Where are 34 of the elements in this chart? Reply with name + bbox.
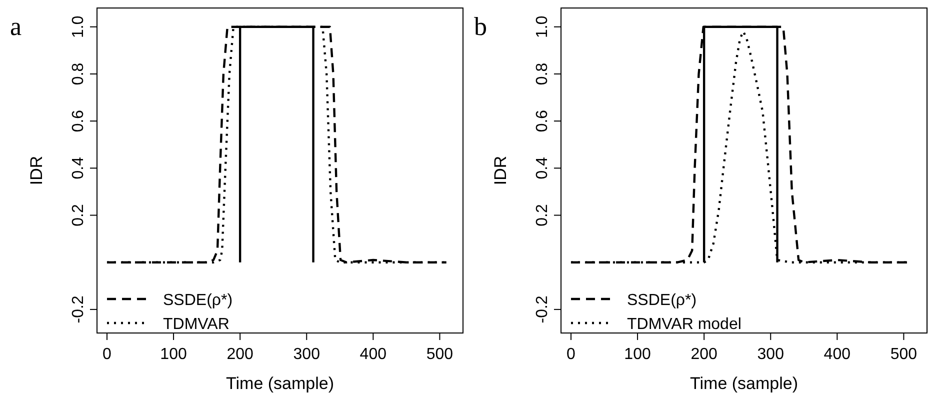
y-tick-label: 0.4 [70, 156, 87, 180]
legend-label: TDMVAR [163, 316, 230, 333]
x-axis-title: Time (sample) [226, 374, 334, 393]
y-tick-label: 0.8 [70, 62, 87, 86]
x-axis-title: Time (sample) [690, 374, 798, 393]
legend-label: SSDE(ρ*) [627, 292, 697, 309]
legend-label: SSDE(ρ*) [163, 292, 233, 309]
x-tick-label: 400 [824, 346, 851, 363]
y-axis-title: IDR [491, 156, 510, 186]
y-tick-label: 0.8 [534, 62, 551, 86]
y-tick-label: -0.2 [70, 296, 87, 324]
x-tick-label: 500 [426, 346, 454, 363]
x-tick-label: 0 [566, 346, 576, 363]
legend-label: TDMVAR model [627, 316, 742, 333]
x-tick-label: 500 [890, 346, 918, 363]
x-tick-label: 200 [690, 346, 718, 363]
chart-title: b [474, 12, 487, 41]
y-axis-title: IDR [27, 156, 46, 186]
x-tick-label: 100 [624, 346, 651, 363]
x-tick-label: 100 [160, 346, 187, 363]
y-tick-label: 0.6 [70, 110, 87, 132]
y-tick-label: 0.2 [534, 204, 551, 226]
y-tick-label: 0.6 [534, 110, 551, 132]
y-tick-label: 1.0 [70, 16, 87, 38]
x-tick-label: 400 [360, 346, 387, 363]
x-tick-label: 0 [102, 346, 112, 363]
x-tick-label: 300 [293, 346, 320, 363]
y-tick-label: 0.4 [534, 156, 551, 180]
y-tick-label: -0.2 [534, 296, 551, 324]
chart-title: a [10, 12, 22, 41]
x-tick-label: 200 [226, 346, 254, 363]
x-tick-label: 300 [757, 346, 784, 363]
y-tick-label: 0.2 [70, 204, 87, 226]
y-tick-label: 1.0 [534, 16, 551, 38]
